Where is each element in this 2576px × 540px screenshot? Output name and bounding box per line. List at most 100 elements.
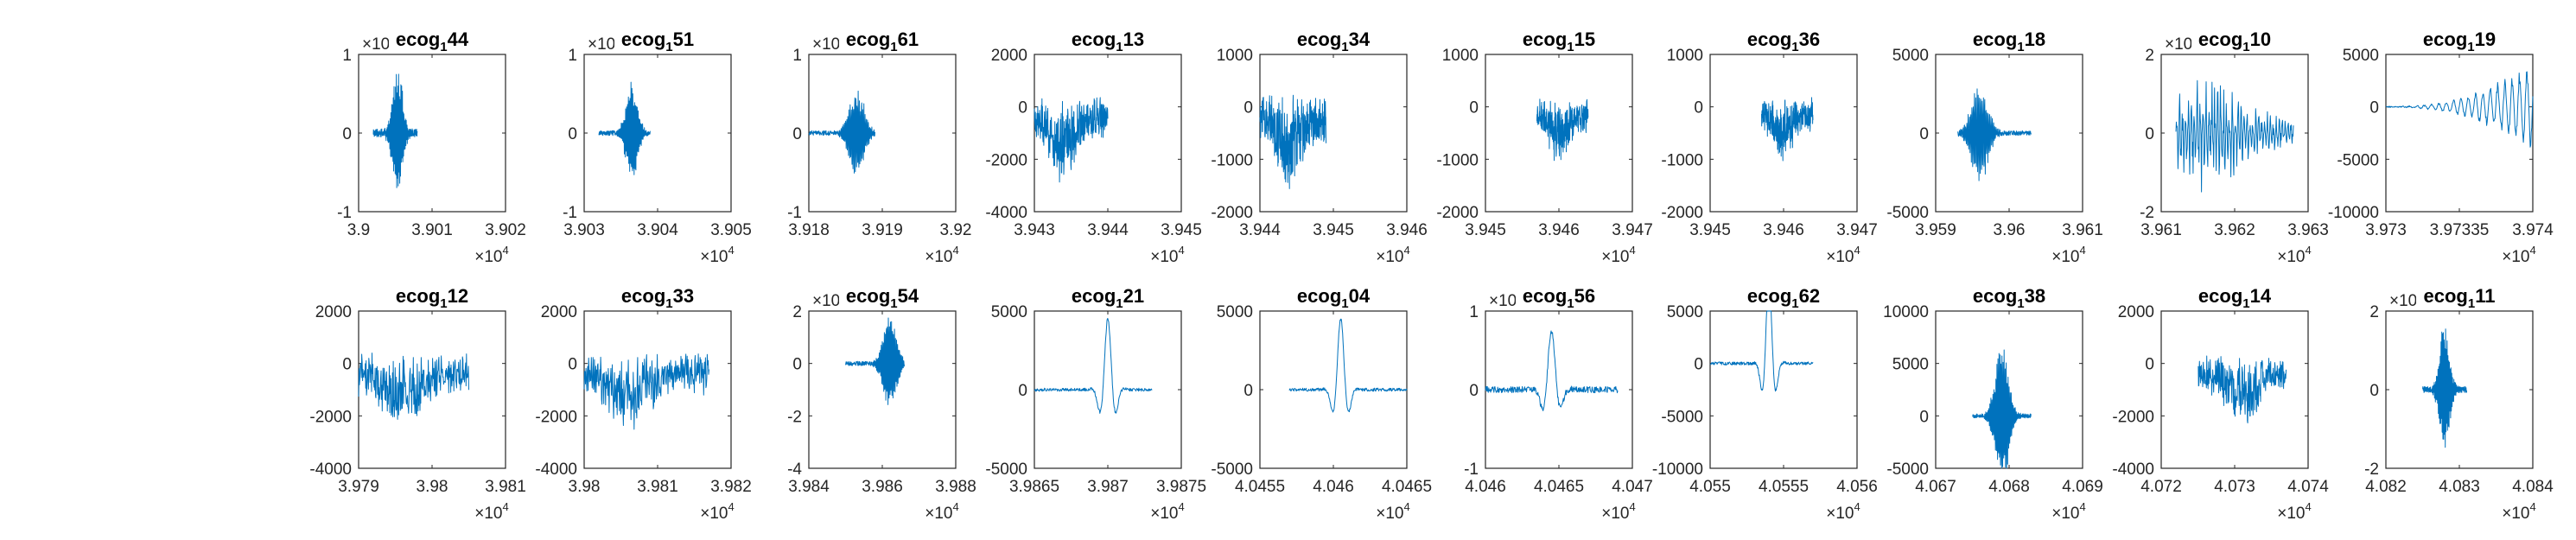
x-tick-label: 3.946	[1763, 221, 1804, 239]
signal-trace	[1485, 330, 1619, 411]
title-background	[1740, 29, 1827, 49]
title-subscript: 1	[2467, 40, 2474, 54]
title-subscript: 1	[2468, 296, 2475, 311]
title-subscript: 1	[665, 40, 672, 54]
x-exponent-label: ×104	[2277, 500, 2311, 523]
title-text: ecog	[1297, 29, 1341, 50]
x-tick-label: 4.056	[1836, 478, 1878, 496]
y-tick-label: -4000	[985, 204, 1027, 222]
subplot-14: 4.072 4.073 4.074 ×104 -4000 -2000 0 2000 ecog11…	[2112, 285, 2329, 523]
title-background	[1065, 29, 1151, 49]
y-tick-label: -4000	[535, 461, 577, 479]
title-number: 14	[2250, 285, 2272, 307]
subplot-12: 3.979 3.98 3.981 ×104 -4000 -2000 0 2000 ecog112	[309, 285, 526, 523]
subplot-title: ecog121	[1072, 285, 1144, 311]
x-tick-label: 4.069	[2062, 478, 2103, 496]
x-tick-label: 4.073	[2214, 478, 2255, 496]
x-exponent-label: ×104	[700, 500, 734, 523]
x-tick-label: 3.904	[637, 221, 678, 239]
subplot-15: 3.945 3.946 3.947 ×104 -2000 -1000 0 1000 ecog11…	[1436, 29, 1653, 266]
title-subscript: 1	[1567, 296, 1574, 311]
title-number: 51	[673, 29, 694, 50]
title-text: ecog	[1523, 285, 1567, 307]
y-tick-label: -2	[787, 408, 802, 426]
title-subscript: 1	[2242, 296, 2249, 311]
title-text: ecog	[1297, 285, 1341, 307]
x-tick-label: 4.084	[2512, 478, 2554, 496]
title-text: ecog	[2423, 29, 2467, 50]
signal-trace	[1259, 94, 1326, 189]
signal-trace	[2385, 71, 2534, 148]
y-tick-label: 1	[1469, 303, 1479, 321]
subplot-34: 3.944 3.945 3.946 ×104 -2000 -1000 0 1000 ecog13…	[1211, 29, 1428, 266]
x-tick-label: 3.944	[1087, 221, 1129, 239]
y-exponent-label: ×10	[2389, 292, 2417, 310]
x-exponent-value: 4	[953, 244, 959, 257]
title-background	[1516, 29, 1602, 49]
y-tick-label: -2000	[309, 408, 352, 426]
signal-trace	[2422, 328, 2467, 448]
x-exponent-value: 4	[953, 500, 959, 513]
x-tick-label: 3.943	[1014, 221, 1055, 239]
title-number: 62	[1799, 285, 1820, 307]
x-tick-label: 4.046	[1313, 478, 1354, 496]
y-tick-label: 0	[342, 356, 352, 374]
title-number: 04	[1349, 285, 1371, 307]
title-subscript: 1	[1567, 40, 1574, 54]
x-exponent-value: 4	[2530, 244, 2536, 257]
x-tick-label: 4.0555	[1759, 478, 1809, 496]
y-tick-label: 2	[792, 303, 802, 321]
y-tick-label: 2	[2369, 303, 2379, 321]
y-exponent-label: ×10	[2165, 35, 2192, 54]
y-tick-label: 2	[2145, 47, 2154, 65]
title-text: ecog	[621, 29, 665, 50]
y-tick-label: -1000	[1211, 151, 1253, 169]
subplot-title: ecog162	[1747, 285, 1820, 311]
y-exponent-label: ×10	[812, 292, 840, 310]
subplot-61: 3.918 3.919 3.92×104-101×10 ecog161	[787, 29, 971, 266]
x-exponent-value: 4	[2306, 244, 2312, 257]
y-tick-label: 5000	[1667, 303, 1703, 321]
x-tick-label: 4.083	[2439, 478, 2480, 496]
title-background	[2416, 29, 2503, 49]
title-number: 21	[1123, 285, 1144, 307]
x-tick-label: 4.067	[1915, 478, 1956, 496]
title-background	[839, 29, 925, 49]
x-exponent-label: ×104	[2051, 500, 2085, 523]
y-tick-label: 5000	[1217, 303, 1253, 321]
x-exponent-value: 4	[1179, 244, 1185, 257]
subplot-title: ecog151	[621, 29, 694, 54]
y-tick-label: -2000	[2112, 408, 2154, 426]
subplot-62: 4.055 4.0555 4.056 ×104 -10000 -5000 0 5000 ecog…	[1652, 285, 1878, 523]
x-tick-label: 3.988	[935, 478, 976, 496]
signal-trace	[2198, 355, 2287, 423]
signal-trace	[358, 353, 469, 420]
y-tick-label: 0	[2145, 125, 2154, 143]
title-number: 19	[2475, 29, 2496, 50]
title-number: 12	[448, 285, 468, 307]
y-tick-label: -5000	[1211, 461, 1253, 479]
x-tick-label: 3.905	[710, 221, 752, 239]
x-tick-label: 4.055	[1689, 478, 1731, 496]
y-tick-label: -2	[2140, 204, 2154, 222]
x-tick-label: 3.945	[1161, 221, 1202, 239]
y-tick-label: 0	[2145, 356, 2154, 374]
x-exponent-value: 4	[1404, 500, 1410, 513]
x-exponent-value: 4	[2306, 500, 2312, 513]
x-tick-label: 3.986	[862, 478, 903, 496]
title-number: 61	[898, 29, 919, 50]
y-tick-label: -5000	[1661, 408, 1703, 426]
title-text: ecog	[1072, 29, 1116, 50]
x-exponent-label: ×104	[1150, 244, 1184, 266]
y-tick-label: 1	[568, 47, 577, 65]
signal-trace	[1034, 318, 1153, 414]
title-number: 18	[2025, 29, 2045, 50]
y-tick-label: -1000	[1661, 151, 1703, 169]
y-tick-label: -5000	[1886, 204, 1929, 222]
y-tick-label: -2000	[985, 151, 1027, 169]
x-tick-label: 3.946	[1538, 221, 1580, 239]
y-tick-label: 0	[1243, 99, 1253, 118]
subplot-56: 4.046 4.0465 4.047×104-101×10 ecog156	[1464, 285, 1653, 523]
subplot-title: ecog156	[1523, 285, 1595, 311]
subplot-51: 3.903 3.904 3.905×104-101×10 ecog151	[563, 29, 752, 266]
